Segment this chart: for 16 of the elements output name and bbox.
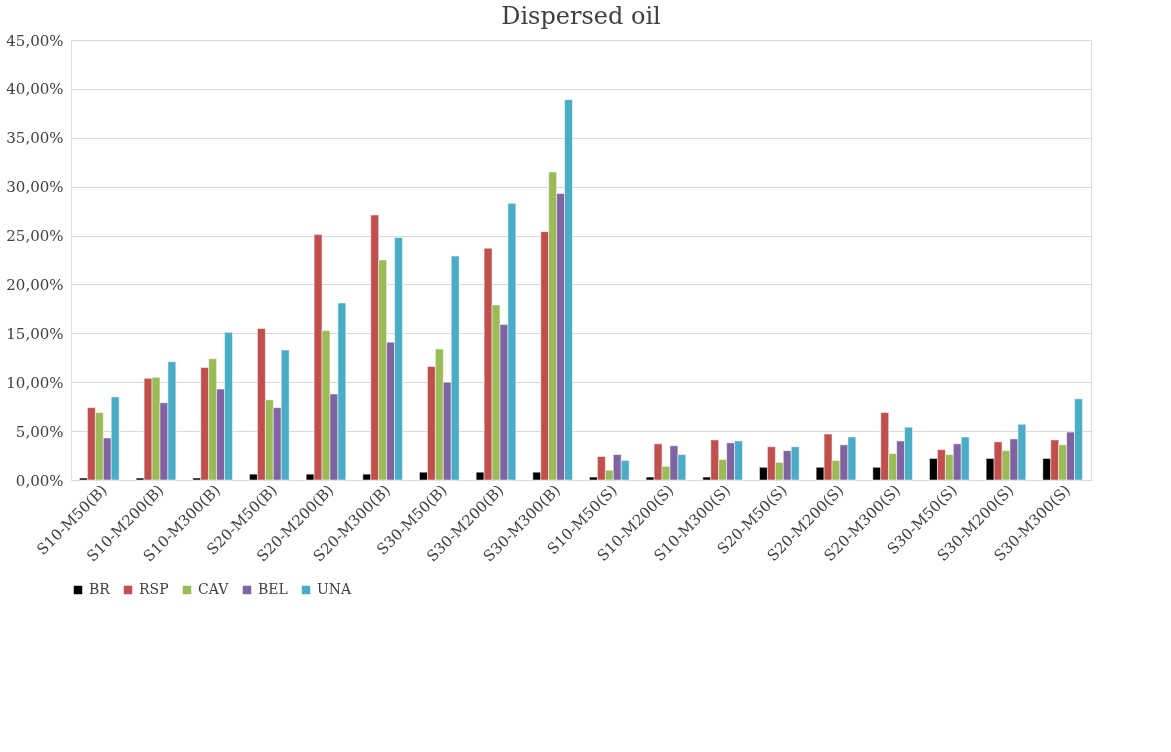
- legend-label: RSP: [139, 581, 169, 597]
- legend-label: CAV: [198, 581, 230, 597]
- y-tick-label: 25,00%: [6, 227, 64, 246]
- y-tick-label: 35,00%: [6, 129, 64, 148]
- y-tick-label: 0,00%: [15, 471, 64, 490]
- y-tick-label: 45,00%: [6, 31, 64, 50]
- chart-title: Dispersed oil: [501, 2, 661, 30]
- legend-label: BEL: [258, 581, 288, 597]
- y-tick-label: 20,00%: [6, 275, 64, 294]
- y-tick-label: 10,00%: [6, 373, 64, 392]
- y-tick-label: 40,00%: [6, 80, 64, 99]
- y-tick-label: 5,00%: [15, 422, 64, 441]
- y-tick-label: 15,00%: [6, 324, 64, 343]
- y-tick-label: 30,00%: [6, 178, 64, 197]
- legend-label: BR: [89, 581, 111, 597]
- legend-label: UNA: [317, 581, 353, 597]
